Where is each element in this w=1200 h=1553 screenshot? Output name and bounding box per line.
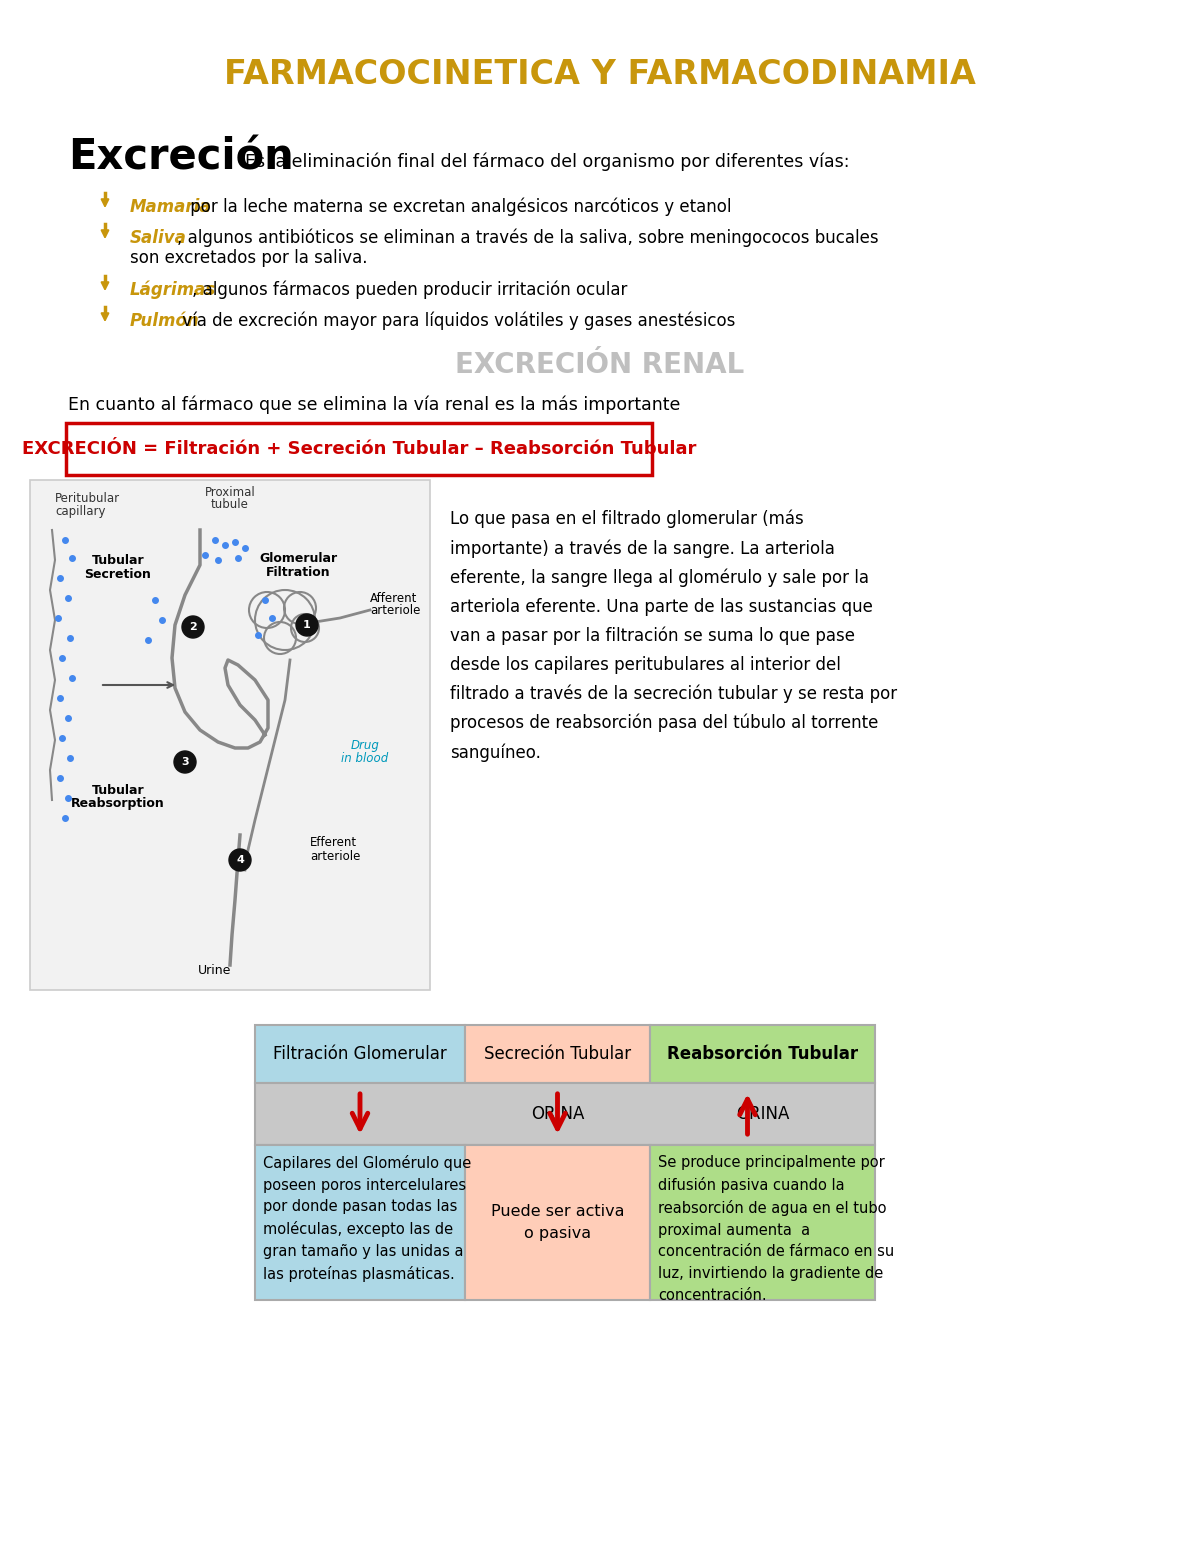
Text: FARMACOCINETICA Y FARMACODINAMIA: FARMACOCINETICA Y FARMACODINAMIA	[224, 59, 976, 92]
Text: Excreción: Excreción	[68, 137, 294, 179]
Text: Tubular: Tubular	[91, 784, 144, 797]
Text: , algunos antibióticos se eliminan a través de la saliva, sobre meningococos buc: , algunos antibióticos se eliminan a tra…	[176, 228, 878, 247]
Circle shape	[182, 617, 204, 638]
FancyBboxPatch shape	[256, 1145, 466, 1300]
Text: Lo que pasa en el filtrado glomerular (más
importante) a través de la sangre. La: Lo que pasa en el filtrado glomerular (m…	[450, 509, 898, 763]
FancyBboxPatch shape	[650, 1145, 875, 1300]
Text: Mamaria: Mamaria	[130, 197, 211, 216]
Text: Drug: Drug	[350, 739, 379, 752]
Text: 1: 1	[304, 620, 311, 631]
Text: 3: 3	[181, 756, 188, 767]
Text: son excretados por la saliva.: son excretados por la saliva.	[130, 248, 367, 267]
Text: EXCRECIÓN = Filtración + Secreción Tubular – Reabsorción Tubular: EXCRECIÓN = Filtración + Secreción Tubul…	[22, 439, 696, 458]
Text: Secreción Tubular: Secreción Tubular	[484, 1045, 631, 1062]
Text: Filtración Glomerular: Filtración Glomerular	[274, 1045, 446, 1062]
Text: arteriole: arteriole	[310, 849, 360, 862]
Text: ORINA: ORINA	[736, 1106, 790, 1123]
Text: in blood: in blood	[341, 752, 389, 764]
Text: Peritubular: Peritubular	[55, 491, 120, 505]
Text: Se produce principalmente por
difusión pasiva cuando la
reabsorción de agua en e: Se produce principalmente por difusión p…	[658, 1155, 894, 1303]
Text: Saliva: Saliva	[130, 228, 187, 247]
Text: Secretion: Secretion	[84, 567, 151, 581]
Text: Afferent: Afferent	[370, 592, 418, 604]
FancyBboxPatch shape	[256, 1025, 466, 1082]
Circle shape	[296, 613, 318, 637]
Text: Reabsorción Tubular: Reabsorción Tubular	[667, 1045, 858, 1062]
Text: Es la eliminación final del fármaco del organismo por diferentes vías:: Es la eliminación final del fármaco del …	[245, 152, 850, 171]
Text: , algunos fármacos pueden producir irritación ocular: , algunos fármacos pueden producir irrit…	[192, 281, 628, 300]
FancyBboxPatch shape	[66, 422, 652, 475]
Text: Lágrimas: Lágrimas	[130, 281, 216, 300]
Circle shape	[229, 849, 251, 871]
Text: Tubular: Tubular	[91, 553, 144, 567]
Circle shape	[174, 752, 196, 773]
Text: En cuanto al fármaco que se elimina la vía renal es la más importante: En cuanto al fármaco que se elimina la v…	[68, 396, 680, 415]
FancyBboxPatch shape	[466, 1145, 650, 1300]
Text: Efferent: Efferent	[310, 837, 358, 849]
Text: ORINA: ORINA	[530, 1106, 584, 1123]
Text: EXCRECIÓN RENAL: EXCRECIÓN RENAL	[455, 351, 745, 379]
Text: Glomerular: Glomerular	[259, 551, 337, 564]
Text: por la leche materna se excretan analgésicos narcóticos y etanol: por la leche materna se excretan analgés…	[185, 197, 731, 216]
Text: Puede ser activa
o pasiva: Puede ser activa o pasiva	[491, 1204, 624, 1241]
Text: arteriole: arteriole	[370, 604, 420, 618]
Text: Pulmón: Pulmón	[130, 312, 199, 329]
Text: 2: 2	[190, 623, 197, 632]
Text: Proximal: Proximal	[205, 486, 256, 499]
Text: Urine: Urine	[198, 963, 232, 977]
Text: 4: 4	[236, 856, 244, 865]
Text: capillary: capillary	[55, 505, 106, 517]
FancyBboxPatch shape	[466, 1025, 650, 1082]
Text: vía de excreción mayor para líquidos volátiles y gases anestésicos: vía de excreción mayor para líquidos vol…	[176, 312, 736, 331]
Text: Reabsorption: Reabsorption	[71, 798, 164, 811]
Text: tubule: tubule	[211, 499, 248, 511]
Text: Filtration: Filtration	[265, 565, 330, 579]
Text: Capilares del Glomérulo que
poseen poros intercelulares
por donde pasan todas la: Capilares del Glomérulo que poseen poros…	[263, 1155, 472, 1283]
FancyBboxPatch shape	[30, 480, 430, 989]
FancyBboxPatch shape	[256, 1082, 875, 1145]
FancyBboxPatch shape	[650, 1025, 875, 1082]
